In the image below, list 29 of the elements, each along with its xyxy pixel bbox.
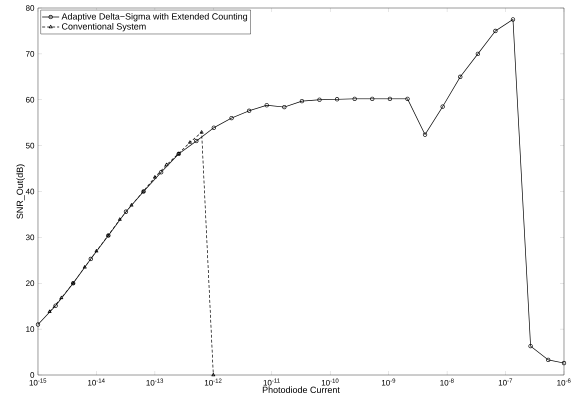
- point: [528, 344, 533, 348]
- legend-label: Conventional System: [62, 23, 146, 32]
- point: [493, 28, 498, 34]
- x-axis-title: Photodiode Current: [262, 386, 340, 394]
- y-axis-title: SNR_Out(dB): [16, 164, 25, 219]
- point: [212, 126, 216, 130]
- point: [53, 304, 58, 308]
- point: [352, 96, 357, 101]
- point: [546, 358, 550, 362]
- point: [334, 97, 340, 102]
- point: [422, 132, 428, 137]
- point: [247, 108, 252, 113]
- point: [88, 256, 93, 262]
- point: [405, 96, 410, 101]
- point: [264, 103, 269, 108]
- point: [229, 116, 234, 120]
- point: [370, 96, 374, 101]
- point: [476, 52, 480, 56]
- point: [458, 74, 462, 79]
- point: [510, 17, 516, 22]
- point: [124, 210, 128, 214]
- point: [317, 98, 322, 102]
- legend-label: Adaptive Delta−Sigma with Extended Counting: [62, 13, 248, 22]
- point: [440, 104, 445, 109]
- point: [388, 96, 392, 101]
- point: [300, 98, 304, 104]
- point: [159, 170, 164, 174]
- point: [282, 104, 286, 110]
- point: [194, 138, 198, 144]
